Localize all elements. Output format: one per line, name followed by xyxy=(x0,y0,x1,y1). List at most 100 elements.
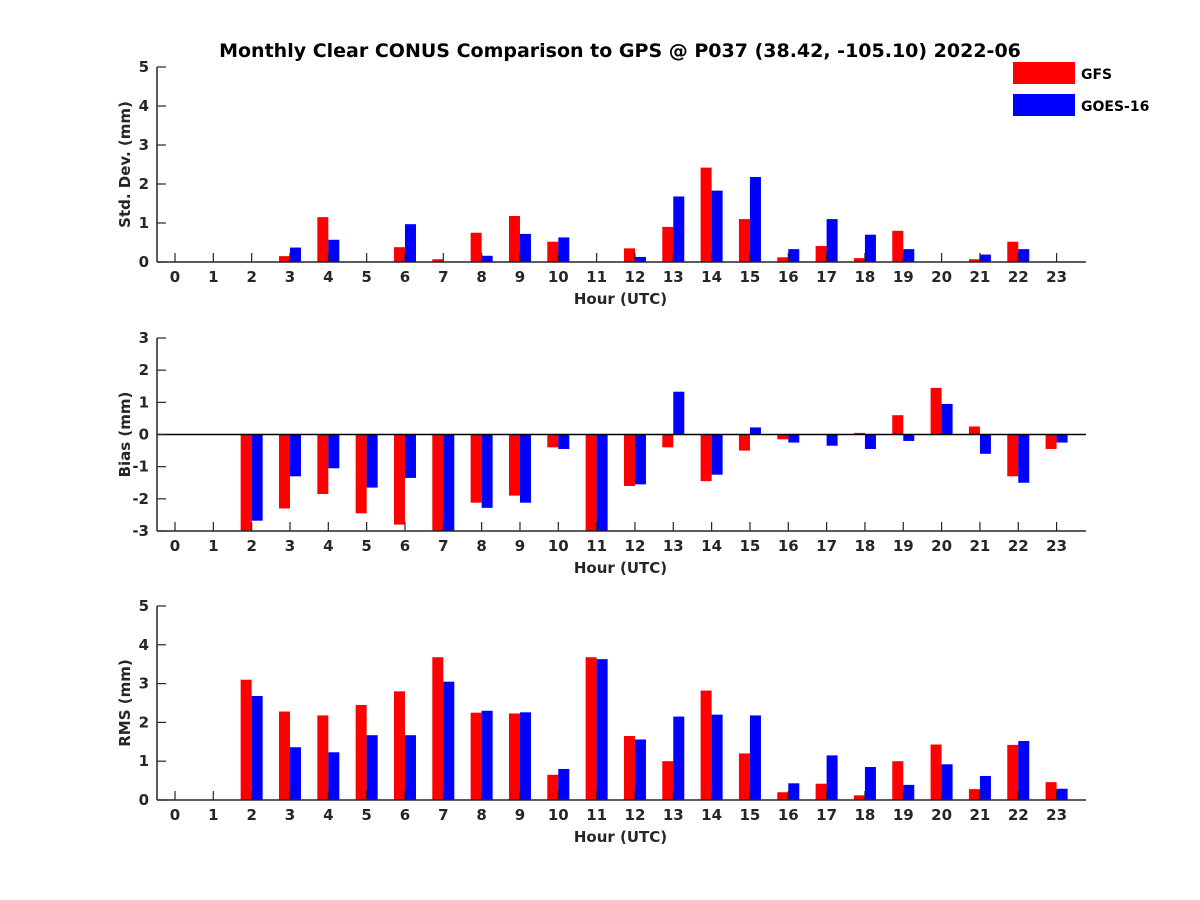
rms-bar-gfs-hour-10 xyxy=(547,774,559,800)
bias-bar-gfs-hour-3 xyxy=(278,434,290,509)
bias-bar-gfs-hour-20 xyxy=(930,387,942,435)
rms-bar-gfs-hour-3 xyxy=(278,711,290,800)
rms-x-tick-label: 21 xyxy=(969,806,990,824)
bias-bar-gfs-hour-14 xyxy=(700,434,712,482)
bias-bar-gfs-hour-10 xyxy=(547,434,559,448)
bias-x-tick-label: 16 xyxy=(778,537,799,555)
rms-bar-gfs-hour-11 xyxy=(585,657,597,800)
rms-bar-gfs-hour-21 xyxy=(968,789,980,800)
bias-x-tick-label: 23 xyxy=(1046,537,1067,555)
rms-x-tick-label: 3 xyxy=(285,806,295,824)
std-dev-x-tick-label: 18 xyxy=(855,268,876,286)
rms-bar-gfs-hour-5 xyxy=(355,704,367,800)
std-dev-x-tick-label: 5 xyxy=(361,268,371,286)
std-dev-x-tick-label: 19 xyxy=(893,268,914,286)
std-dev-y-axis-label: Std. Dev. (mm) xyxy=(116,101,134,228)
bias-bar-gfs-hour-23 xyxy=(1045,434,1057,449)
bias-bar-goes16-hour-11 xyxy=(596,434,608,531)
bias-x-tick-label: 0 xyxy=(170,537,180,555)
bias-bar-goes16-hour-3 xyxy=(289,434,301,477)
bias-x-tick-label: 8 xyxy=(476,537,486,555)
bias-x-axis-label: Hour (UTC) xyxy=(574,559,667,577)
bias-bar-gfs-hour-22 xyxy=(1007,434,1019,477)
rms-bar-goes16-hour-19 xyxy=(903,784,915,800)
rms-x-tick-label: 9 xyxy=(515,806,525,824)
bias-bar-goes16-hour-22 xyxy=(1018,434,1030,483)
bias-bar-goes16-hour-5 xyxy=(366,434,378,488)
rms-bar-gfs-hour-20 xyxy=(930,744,942,800)
bias-bar-goes16-hour-15 xyxy=(749,427,761,435)
rms-x-tick-label: 1 xyxy=(208,806,218,824)
std-dev-x-tick-label: 13 xyxy=(663,268,684,286)
std-dev-x-tick-label: 7 xyxy=(438,268,448,286)
rms-bar-goes16-hour-12 xyxy=(634,739,646,800)
bias-x-tick-label: 6 xyxy=(400,537,410,555)
std-dev-x-tick-label: 8 xyxy=(476,268,486,286)
rms-bar-goes16-hour-2 xyxy=(251,696,263,800)
std-dev-bar-goes16-hour-15 xyxy=(749,176,761,262)
bias-x-tick-label: 17 xyxy=(816,537,837,555)
bias-bar-gfs-hour-5 xyxy=(355,434,367,514)
std-dev-bar-goes16-hour-14 xyxy=(711,190,723,262)
rms-y-tick-label: 2 xyxy=(139,713,149,731)
rms-bar-goes16-hour-18 xyxy=(864,767,876,800)
rms-x-tick-label: 7 xyxy=(438,806,448,824)
std-dev-x-tick-label: 20 xyxy=(931,268,952,286)
rms-x-tick-label: 16 xyxy=(778,806,799,824)
rms-x-tick-label: 6 xyxy=(400,806,410,824)
bias-x-tick-label: 14 xyxy=(701,537,722,555)
bias-y-tick-label: 0 xyxy=(139,426,149,444)
std-dev-x-tick-label: 6 xyxy=(400,268,410,286)
rms-bar-gfs-hour-6 xyxy=(393,691,405,800)
rms-bar-goes16-hour-15 xyxy=(749,715,761,800)
std-dev-y-tick-label: 3 xyxy=(139,136,149,154)
bias-y-tick-label: -3 xyxy=(132,522,149,540)
std-dev-y-tick-label: 4 xyxy=(139,97,149,115)
rms-bar-gfs-hour-14 xyxy=(700,690,712,800)
bias-x-tick-label: 13 xyxy=(663,537,684,555)
std-dev-bar-goes16-hour-8 xyxy=(481,255,493,262)
bias-x-tick-label: 5 xyxy=(361,537,371,555)
rms-bar-gfs-hour-4 xyxy=(317,715,329,800)
std-dev-bar-gfs-hour-21 xyxy=(968,259,980,262)
bias-y-tick-label: -2 xyxy=(132,490,149,508)
rms-x-tick-label: 8 xyxy=(476,806,486,824)
std-dev-x-tick-label: 11 xyxy=(586,268,607,286)
bias-bar-goes16-hour-13 xyxy=(673,391,685,435)
rms-x-tick-label: 4 xyxy=(323,806,333,824)
rms-y-tick-label: 0 xyxy=(139,791,149,809)
rms-bar-goes16-hour-4 xyxy=(328,752,340,800)
rms-bar-gfs-hour-2 xyxy=(240,679,252,800)
rms-bar-goes16-hour-10 xyxy=(558,768,570,800)
bias-x-tick-label: 12 xyxy=(625,537,646,555)
bias-bar-goes16-hour-17 xyxy=(826,434,838,446)
bias-bar-goes16-hour-10 xyxy=(558,434,570,449)
std-dev-bar-gfs-hour-18 xyxy=(853,258,865,262)
bias-bar-goes16-hour-14 xyxy=(711,434,723,475)
bias-x-tick-label: 2 xyxy=(246,537,256,555)
std-dev-x-tick-label: 17 xyxy=(816,268,837,286)
std-dev-bar-goes16-hour-3 xyxy=(289,247,301,262)
rms-x-tick-label: 20 xyxy=(931,806,952,824)
std-dev-bar-gfs-hour-13 xyxy=(662,226,674,262)
std-dev-bar-gfs-hour-12 xyxy=(623,248,635,262)
rms-bar-goes16-hour-23 xyxy=(1056,788,1068,800)
std-dev-bar-gfs-hour-10 xyxy=(547,241,559,262)
bias-bar-goes16-hour-2 xyxy=(251,434,263,521)
std-dev-x-tick-label: 0 xyxy=(170,268,180,286)
rms-bar-gfs-hour-12 xyxy=(623,735,635,800)
bias-x-tick-label: 9 xyxy=(515,537,525,555)
rms-x-tick-label: 23 xyxy=(1046,806,1067,824)
std-dev-x-tick-label: 4 xyxy=(323,268,333,286)
bias-bar-gfs-hour-13 xyxy=(662,434,674,448)
std-dev-x-tick-label: 2 xyxy=(246,268,256,286)
bias-x-tick-label: 22 xyxy=(1008,537,1029,555)
rms-bar-goes16-hour-7 xyxy=(443,681,455,800)
bias-bar-goes16-hour-19 xyxy=(903,434,915,441)
std-dev-bar-gfs-hour-7 xyxy=(432,259,444,262)
legend-label-goes16: GOES-16 xyxy=(1081,99,1149,115)
std-dev-x-tick-label: 23 xyxy=(1046,268,1067,286)
bias-bar-gfs-hour-11 xyxy=(585,434,597,531)
bias-bar-goes16-hour-6 xyxy=(404,434,416,478)
std-dev-bar-gfs-hour-9 xyxy=(508,215,520,262)
